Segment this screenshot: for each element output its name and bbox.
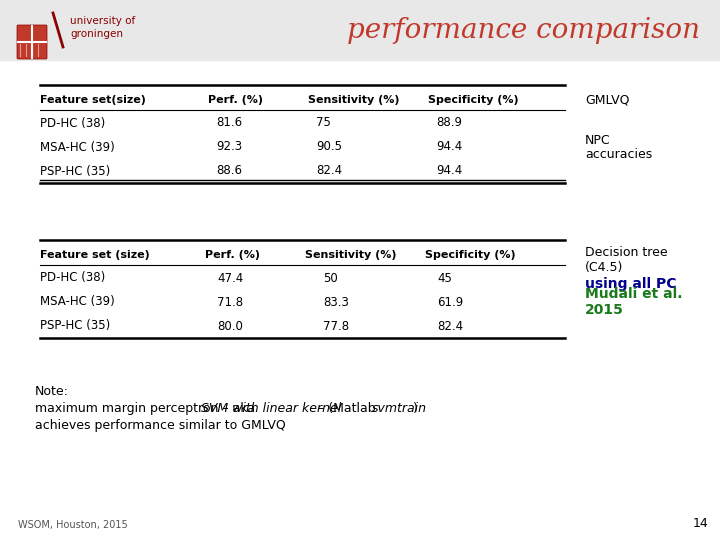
Text: 61.9: 61.9	[437, 295, 463, 308]
Text: 45: 45	[437, 272, 452, 285]
Text: using all PC: using all PC	[585, 277, 677, 291]
Text: Perf. (%): Perf. (%)	[208, 95, 263, 105]
Text: achieves performance similar to GMLVQ: achieves performance similar to GMLVQ	[35, 419, 286, 432]
Text: 88.6: 88.6	[216, 165, 242, 178]
Text: 88.9: 88.9	[436, 117, 462, 130]
Text: GMLVQ: GMLVQ	[585, 93, 629, 106]
Text: 80.0: 80.0	[217, 320, 243, 333]
Text: Perf. (%): Perf. (%)	[205, 250, 260, 260]
Text: maximum margin perceptron – aka: maximum margin perceptron – aka	[35, 402, 259, 415]
Text: 50: 50	[323, 272, 338, 285]
Text: 82.4: 82.4	[316, 165, 342, 178]
Text: WSOM, Houston, 2015: WSOM, Houston, 2015	[18, 520, 127, 530]
Text: 2015: 2015	[585, 302, 624, 316]
Text: 77.8: 77.8	[323, 320, 349, 333]
Text: 75: 75	[316, 117, 331, 130]
Text: (C4.5): (C4.5)	[585, 260, 624, 273]
Text: Specificity (%): Specificity (%)	[425, 250, 516, 260]
Text: university of: university of	[70, 16, 135, 26]
Text: 71.8: 71.8	[217, 295, 243, 308]
Text: 94.4: 94.4	[436, 165, 462, 178]
Text: Mudali et al.: Mudali et al.	[585, 287, 683, 301]
Text: 47.4: 47.4	[217, 272, 243, 285]
Text: Sensitivity (%): Sensitivity (%)	[308, 95, 400, 105]
Text: PSP-HC (35): PSP-HC (35)	[40, 320, 110, 333]
Text: 14: 14	[692, 517, 708, 530]
Text: accuracies: accuracies	[585, 148, 652, 161]
Text: NPC: NPC	[585, 134, 611, 147]
Text: 92.3: 92.3	[216, 140, 242, 153]
Text: 83.3: 83.3	[323, 295, 349, 308]
Text: 82.4: 82.4	[437, 320, 463, 333]
Text: MSA-HC (39): MSA-HC (39)	[40, 295, 114, 308]
Text: SVM with linear kernel: SVM with linear kernel	[201, 402, 341, 415]
Text: MSA-HC (39): MSA-HC (39)	[40, 140, 114, 153]
Bar	[0, 0, 720, 60]
Text: PD-HC (38): PD-HC (38)	[40, 272, 105, 285]
Text: 90.5: 90.5	[316, 140, 342, 153]
FancyBboxPatch shape	[17, 25, 47, 59]
Text: svmtrain: svmtrain	[372, 402, 426, 415]
Text: ): )	[413, 402, 418, 415]
Text: groningen: groningen	[70, 29, 123, 39]
Text: Feature set(size): Feature set(size)	[40, 95, 146, 105]
Text: Specificity (%): Specificity (%)	[428, 95, 518, 105]
Text: Note:: Note:	[35, 385, 69, 398]
Text: PD-HC (38): PD-HC (38)	[40, 117, 105, 130]
Text: 81.6: 81.6	[216, 117, 242, 130]
Text: – (Matlab: – (Matlab	[315, 402, 380, 415]
Text: 94.4: 94.4	[436, 140, 462, 153]
Text: PSP-HC (35): PSP-HC (35)	[40, 165, 110, 178]
Text: performance comparison: performance comparison	[347, 17, 700, 44]
Text: Sensitivity (%): Sensitivity (%)	[305, 250, 397, 260]
Text: Feature set (size): Feature set (size)	[40, 250, 150, 260]
Text: Decision tree: Decision tree	[585, 246, 667, 260]
